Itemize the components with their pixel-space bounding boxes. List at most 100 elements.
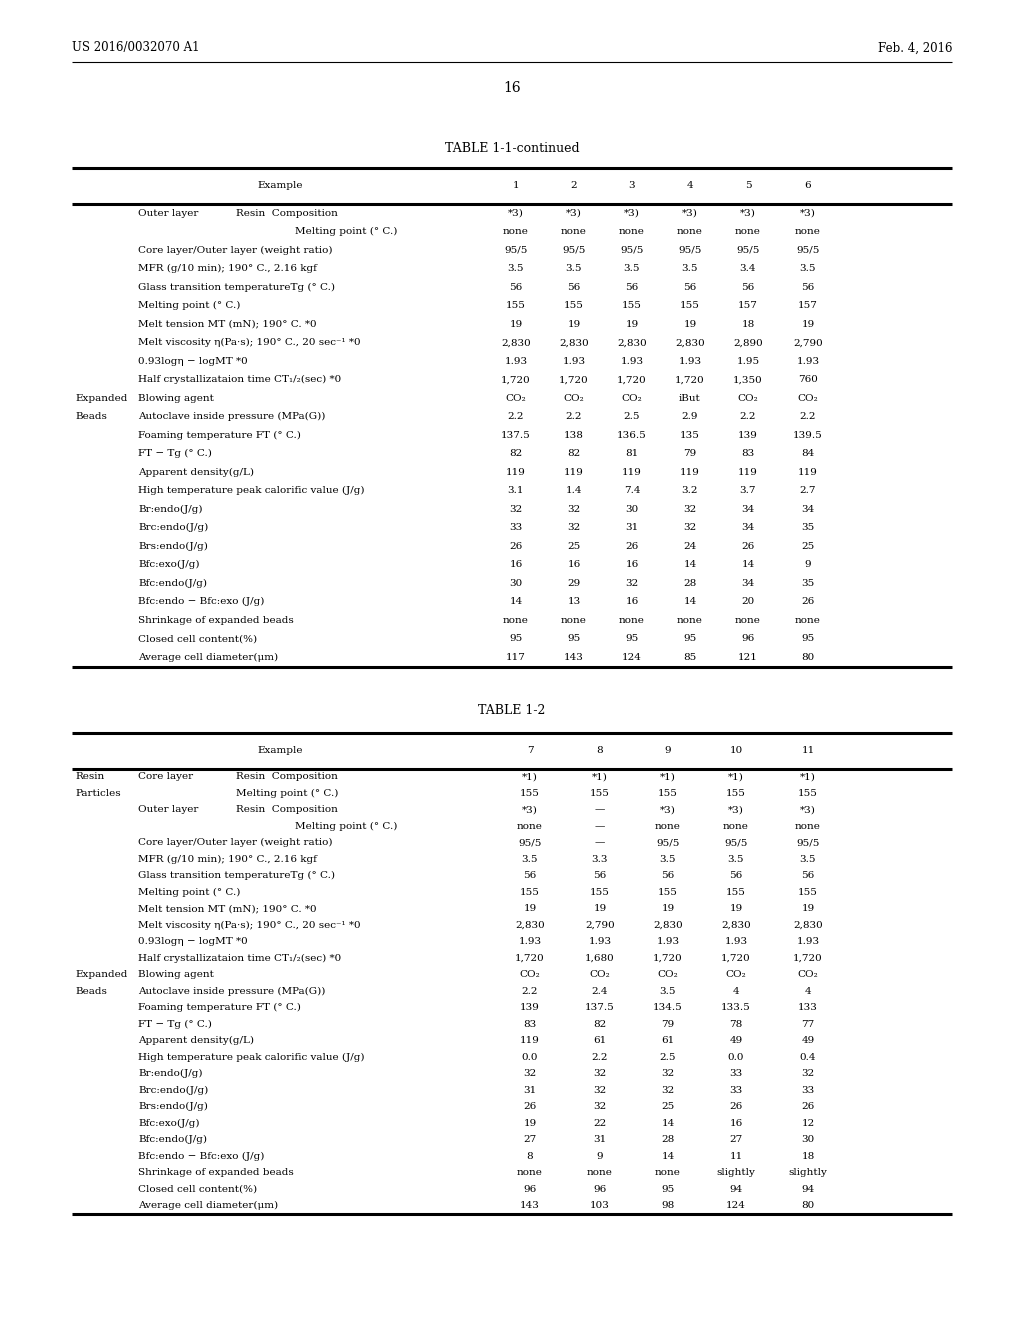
Text: —: — bbox=[595, 805, 605, 814]
Text: 6: 6 bbox=[805, 181, 811, 190]
Text: 155: 155 bbox=[590, 888, 610, 896]
Text: 3.5: 3.5 bbox=[682, 264, 698, 273]
Text: 19: 19 bbox=[662, 904, 675, 913]
Text: CO₂: CO₂ bbox=[798, 970, 818, 979]
Text: 20: 20 bbox=[741, 597, 755, 606]
Text: 2.2: 2.2 bbox=[565, 412, 583, 421]
Text: Bfc:endo − Bfc:exo (J/g): Bfc:endo − Bfc:exo (J/g) bbox=[138, 1151, 264, 1160]
Text: 25: 25 bbox=[802, 541, 815, 550]
Text: 25: 25 bbox=[567, 541, 581, 550]
Text: 1,680: 1,680 bbox=[585, 954, 614, 962]
Text: 155: 155 bbox=[798, 888, 818, 896]
Text: 0.93logη − logMT *0: 0.93logη − logMT *0 bbox=[138, 356, 248, 366]
Text: Melting point (° C.): Melting point (° C.) bbox=[295, 227, 397, 236]
Text: 56: 56 bbox=[683, 282, 696, 292]
Text: 9: 9 bbox=[597, 1152, 603, 1160]
Text: *3): *3) bbox=[624, 209, 640, 218]
Text: none: none bbox=[795, 615, 821, 624]
Text: 143: 143 bbox=[564, 653, 584, 661]
Text: 3.5: 3.5 bbox=[508, 264, 524, 273]
Text: 96: 96 bbox=[741, 634, 755, 643]
Text: 2.2: 2.2 bbox=[522, 987, 539, 995]
Text: 4: 4 bbox=[805, 987, 811, 995]
Text: 81: 81 bbox=[626, 449, 639, 458]
Text: 25: 25 bbox=[662, 1102, 675, 1111]
Text: 32: 32 bbox=[593, 1102, 606, 1111]
Text: 32: 32 bbox=[683, 523, 696, 532]
Text: Autoclave inside pressure (MPa(G)): Autoclave inside pressure (MPa(G)) bbox=[138, 986, 326, 995]
Text: Core layer/Outer layer (weight ratio): Core layer/Outer layer (weight ratio) bbox=[138, 838, 333, 847]
Text: 83: 83 bbox=[523, 1020, 537, 1028]
Text: 34: 34 bbox=[741, 504, 755, 513]
Text: CO₂: CO₂ bbox=[737, 393, 759, 403]
Text: 61: 61 bbox=[593, 1036, 606, 1045]
Text: 79: 79 bbox=[683, 449, 696, 458]
Text: *1): *1) bbox=[800, 772, 816, 781]
Text: —: — bbox=[595, 822, 605, 830]
Text: 4: 4 bbox=[687, 181, 693, 190]
Text: none: none bbox=[735, 227, 761, 236]
Text: 19: 19 bbox=[626, 319, 639, 329]
Text: Outer layer: Outer layer bbox=[138, 209, 199, 218]
Text: 138: 138 bbox=[564, 430, 584, 440]
Text: 19: 19 bbox=[729, 904, 742, 913]
Text: 27: 27 bbox=[729, 1135, 742, 1144]
Text: 79: 79 bbox=[662, 1020, 675, 1028]
Text: 155: 155 bbox=[506, 301, 526, 310]
Text: Half crystallizataion time CT₁/₂(sec) *0: Half crystallizataion time CT₁/₂(sec) *0 bbox=[138, 953, 341, 962]
Text: 119: 119 bbox=[680, 467, 700, 477]
Text: 95/5: 95/5 bbox=[621, 246, 644, 255]
Text: 19: 19 bbox=[802, 319, 815, 329]
Text: 19: 19 bbox=[509, 319, 522, 329]
Text: *3): *3) bbox=[508, 209, 524, 218]
Text: 1,720: 1,720 bbox=[559, 375, 589, 384]
Text: Beads: Beads bbox=[75, 412, 106, 421]
Text: 1,350: 1,350 bbox=[733, 375, 763, 384]
Text: 1.93: 1.93 bbox=[797, 356, 819, 366]
Text: 1.93: 1.93 bbox=[518, 937, 542, 946]
Text: 34: 34 bbox=[741, 523, 755, 532]
Text: Apparent density(g/L): Apparent density(g/L) bbox=[138, 467, 254, 477]
Text: Shrinkage of expanded beads: Shrinkage of expanded beads bbox=[138, 1168, 294, 1177]
Text: 8: 8 bbox=[597, 746, 603, 755]
Text: *3): *3) bbox=[800, 209, 816, 218]
Text: 14: 14 bbox=[662, 1152, 675, 1160]
Text: 2,830: 2,830 bbox=[515, 921, 545, 929]
Text: Bfc:endo − Bfc:exo (J/g): Bfc:endo − Bfc:exo (J/g) bbox=[138, 597, 264, 606]
Text: Brc:endo(J/g): Brc:endo(J/g) bbox=[138, 523, 208, 532]
Text: Melt tension MT (mN); 190° C. *0: Melt tension MT (mN); 190° C. *0 bbox=[138, 904, 316, 913]
Text: 26: 26 bbox=[741, 541, 755, 550]
Text: 1,720: 1,720 bbox=[675, 375, 705, 384]
Text: 155: 155 bbox=[622, 301, 642, 310]
Text: 1.93: 1.93 bbox=[797, 937, 819, 946]
Text: Brs:endo(J/g): Brs:endo(J/g) bbox=[138, 541, 208, 550]
Text: Melting point (° C.): Melting point (° C.) bbox=[138, 887, 241, 896]
Text: Autoclave inside pressure (MPa(G)): Autoclave inside pressure (MPa(G)) bbox=[138, 412, 326, 421]
Text: 12: 12 bbox=[802, 1119, 815, 1127]
Text: 98: 98 bbox=[662, 1201, 675, 1210]
Text: 30: 30 bbox=[802, 1135, 815, 1144]
Text: Average cell diameter(μm): Average cell diameter(μm) bbox=[138, 1201, 279, 1210]
Text: none: none bbox=[587, 1168, 613, 1177]
Text: 56: 56 bbox=[626, 282, 639, 292]
Text: 32: 32 bbox=[683, 504, 696, 513]
Text: 32: 32 bbox=[567, 523, 581, 532]
Text: 155: 155 bbox=[680, 301, 700, 310]
Text: 56: 56 bbox=[662, 871, 675, 880]
Text: 3.5: 3.5 bbox=[659, 987, 676, 995]
Text: 22: 22 bbox=[593, 1119, 606, 1127]
Text: *1): *1) bbox=[592, 772, 608, 781]
Text: 95: 95 bbox=[626, 634, 639, 643]
Text: 7.4: 7.4 bbox=[624, 486, 640, 495]
Text: none: none bbox=[795, 822, 821, 830]
Text: Resin: Resin bbox=[75, 772, 104, 781]
Text: none: none bbox=[795, 227, 821, 236]
Text: none: none bbox=[561, 615, 587, 624]
Text: 139: 139 bbox=[738, 430, 758, 440]
Text: 760: 760 bbox=[798, 375, 818, 384]
Text: 2.2: 2.2 bbox=[739, 412, 757, 421]
Text: Blowing agent: Blowing agent bbox=[138, 970, 214, 979]
Text: High temperature peak calorific value (J/g): High temperature peak calorific value (J… bbox=[138, 486, 365, 495]
Text: 4: 4 bbox=[733, 987, 739, 995]
Text: 16: 16 bbox=[626, 597, 639, 606]
